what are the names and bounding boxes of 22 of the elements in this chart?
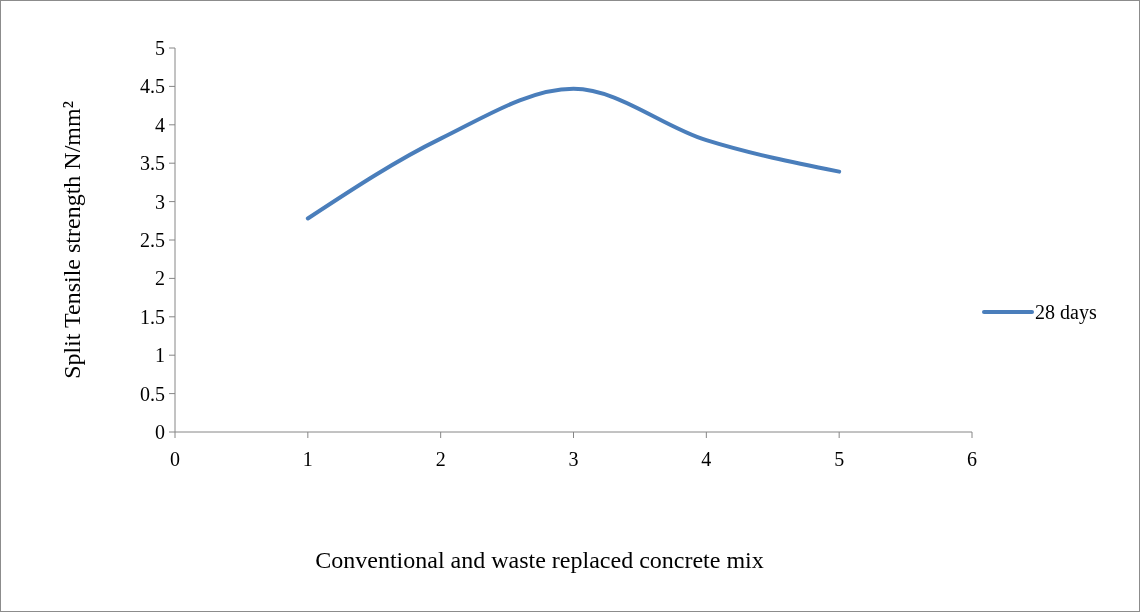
y-tick-label: 3.5	[140, 152, 165, 175]
y-tick-label: 5	[155, 37, 165, 59]
y-tick-label: 1.5	[140, 305, 165, 328]
y-tick-label: 3	[155, 190, 165, 213]
x-tick-label: 2	[435, 448, 446, 470]
line-series	[305, 86, 842, 221]
y-axis-title: Split Tensile strength N/mm²	[59, 101, 85, 379]
x-tick-label: 3	[568, 448, 579, 470]
y-tick-label: 0	[155, 421, 165, 443]
x-tick-label: 6	[967, 448, 977, 470]
x-axis-title: Conventional and waste replaced concrete mix	[315, 547, 764, 573]
y-tick-label: 2.5	[140, 229, 165, 251]
y-tick-label: 2	[155, 267, 165, 290]
x-tick-label: 4	[701, 448, 712, 470]
legend-label: 28 days	[1035, 301, 1097, 324]
y-tick-label: 4	[155, 113, 165, 136]
y-tick-label: 0.5	[140, 382, 165, 405]
x-tick-label: 5	[834, 448, 845, 470]
x-tick-label: 1	[302, 448, 313, 470]
y-tick-label: 1	[155, 344, 165, 367]
y-tick-label: 4.5	[140, 75, 165, 98]
x-tick-label: 0	[170, 448, 180, 470]
